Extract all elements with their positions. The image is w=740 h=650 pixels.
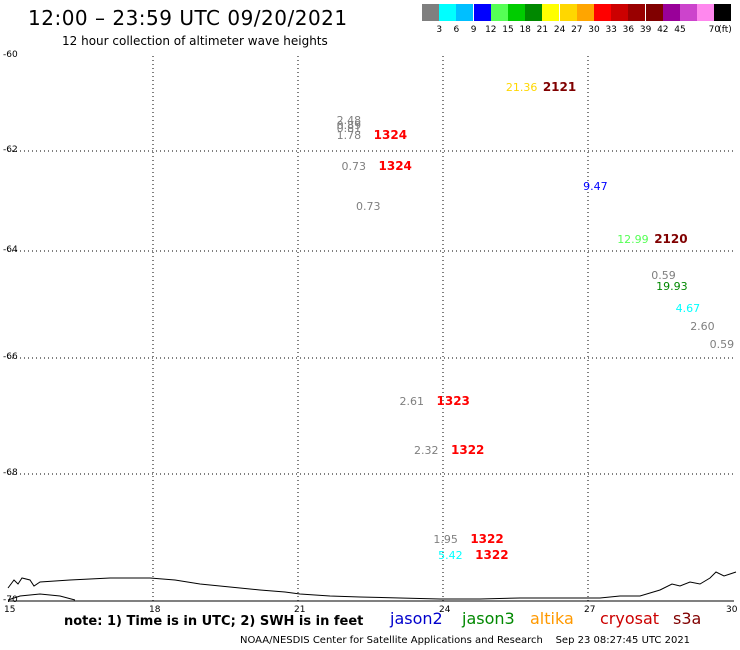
scale-tick-label: 39 xyxy=(639,25,652,35)
wave-height-value: 2.60 xyxy=(690,319,715,333)
longitude-label: 18 xyxy=(149,605,161,615)
scale-tick-label: 27 xyxy=(571,25,583,35)
observation-time: 1324 xyxy=(378,159,412,173)
wave-height-value: 0.81 xyxy=(336,122,362,136)
credit-line: NOAA/NESDIS Center for Satellite Applica… xyxy=(240,635,691,646)
longitude-label: 27 xyxy=(584,605,596,615)
scale-tick-label: 18 xyxy=(519,25,531,35)
color-swatch xyxy=(714,4,733,21)
scale-tick-label: 45 xyxy=(674,25,686,35)
latitude-label: -68 xyxy=(3,468,18,478)
map-gridlines xyxy=(8,56,734,601)
wave-height-color-scale: 3 6 9 12 15 18 21 24 27 30 33 36 39 42 45 70 (ft) xyxy=(422,4,740,36)
wave-height-value: 0.89 xyxy=(336,119,362,133)
wave-height-value: 0.59 xyxy=(651,268,676,282)
wave-height-value: 0.73 xyxy=(341,160,367,173)
observation-time: 1322 xyxy=(451,443,485,457)
scale-tick-label: 24 xyxy=(553,25,566,35)
map-subtitle: 12 hour collection of altimeter wave hei… xyxy=(62,34,328,48)
map-title: 12:00 – 23:59 UTC 09/20/2021 xyxy=(28,6,348,30)
wave-height-value: 19.93 xyxy=(656,280,688,294)
latitude-label: -66 xyxy=(3,352,18,362)
scale-tick-label: 6 xyxy=(453,25,460,35)
satellite-label-jason2: jason2 xyxy=(390,609,443,628)
wave-height-value: 2.61 xyxy=(399,394,425,408)
footer-note: note: 1) Time is in UTC; 2) SWH is in fe… xyxy=(64,614,364,629)
longitude-label: 24 xyxy=(439,605,451,615)
wave-height-value: 2.32 xyxy=(414,444,439,457)
scale-tick-label: 30 xyxy=(588,25,600,35)
wave-height-value: 0.73 xyxy=(356,200,381,213)
satellite-label-s3a: s3a xyxy=(673,609,702,628)
longitude-label: 30 xyxy=(726,605,738,615)
satellite-label-cryosat: cryosat xyxy=(600,609,660,628)
wave-height-value: 21.36 xyxy=(505,81,538,95)
wave-height-value: 1.95 xyxy=(433,533,458,547)
wave-height-value: 4.67 xyxy=(675,301,701,315)
scale-tick-label: 21 xyxy=(536,25,549,35)
coastline xyxy=(7,571,737,600)
scale-tick-label: 33 xyxy=(605,25,617,35)
wave-height-value: 5.42 xyxy=(438,549,463,563)
scale-unit-label: (ft) xyxy=(718,25,732,35)
wave-height-value: 1.78 xyxy=(336,128,362,142)
observation-time: 1323 xyxy=(436,393,470,408)
wave-height-value: 9.47 xyxy=(583,180,608,193)
scale-tick-label: 36 xyxy=(622,25,635,35)
scale-tick-label: 12 xyxy=(485,25,497,35)
latitude-label: -60 xyxy=(3,50,18,60)
longitude-label: 15 xyxy=(4,605,16,615)
scale-tick-label: 15 xyxy=(502,25,514,35)
observation-time: 2121 xyxy=(542,80,577,95)
latitude-label: -62 xyxy=(3,145,18,155)
wave-height-value: 12.99 xyxy=(617,232,649,246)
wave-height-value: 0.59 xyxy=(709,338,735,352)
coastline-inlet xyxy=(7,593,76,601)
scale-tick-label: 42 xyxy=(657,25,669,35)
observation-time: 1322 xyxy=(475,548,509,563)
scale-tick-label: 3 xyxy=(436,25,443,35)
satellite-label-jason3: jason3 xyxy=(462,609,515,628)
latitude-label: -70 xyxy=(3,595,18,605)
observation-time: 1322 xyxy=(470,532,504,547)
latitude-label: -64 xyxy=(3,245,18,255)
satellite-label-altika: altika xyxy=(530,609,574,628)
observation-time: 1324 xyxy=(373,127,408,142)
observation-time: 2120 xyxy=(654,231,688,246)
scale-tick-label: 70 xyxy=(708,25,721,35)
scale-tick-label: 9 xyxy=(470,25,477,35)
wave-height-value: 2.48 xyxy=(336,114,362,128)
longitude-label: 21 xyxy=(294,605,306,615)
